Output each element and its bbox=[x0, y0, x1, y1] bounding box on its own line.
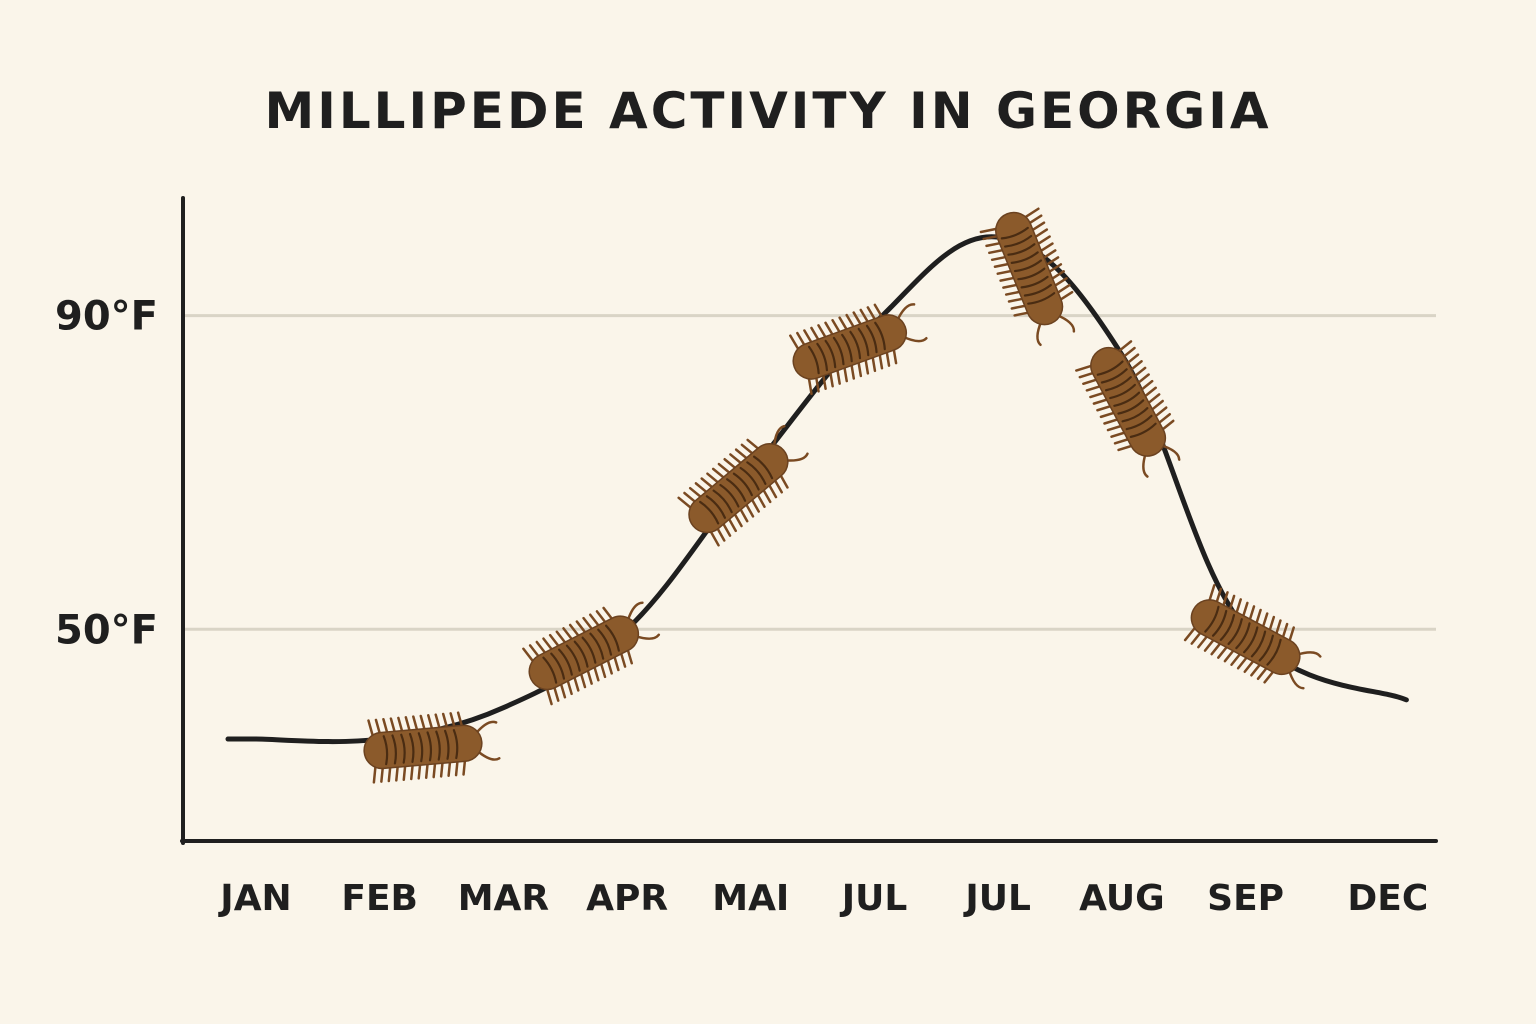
series-line bbox=[225, 234, 1409, 745]
x-tick-label-4: MAI bbox=[712, 878, 789, 919]
axes bbox=[180, 196, 1438, 845]
x-tick-label-8: SEP bbox=[1207, 878, 1284, 919]
y-tick-label-1: 90°F bbox=[55, 294, 158, 340]
millipede-icon bbox=[1075, 340, 1181, 478]
x-tick-label-2: MAR bbox=[458, 878, 549, 919]
x-tick-label-0: JAN bbox=[217, 878, 291, 919]
y-tick-label-0: 50°F bbox=[55, 607, 158, 653]
millipede-icon bbox=[789, 303, 928, 396]
x-tick-label-1: FEB bbox=[341, 878, 418, 919]
tick-labels: 50°F 90°F JAN FEB MAR APR MAI JUL JUL AUG SEP DEC bbox=[55, 294, 1428, 919]
millipede-icon bbox=[363, 711, 501, 784]
millipede-icon bbox=[979, 207, 1076, 347]
x-tick-label-9: DEC bbox=[1347, 878, 1428, 919]
millipede-layer bbox=[363, 207, 1322, 784]
x-tick-label-5: JUL bbox=[839, 878, 908, 919]
series-layer bbox=[225, 234, 1409, 745]
millipede-icon bbox=[1183, 584, 1322, 690]
millipede-icon bbox=[677, 424, 809, 547]
chart-title: MILLIPEDE ACTIVITY IN GEORGIA bbox=[264, 82, 1272, 140]
x-tick-label-6: JUL bbox=[962, 878, 1031, 919]
millipede-icon bbox=[522, 601, 661, 706]
x-tick-label-3: APR bbox=[586, 878, 668, 919]
x-tick-label-7: AUG bbox=[1079, 878, 1165, 919]
